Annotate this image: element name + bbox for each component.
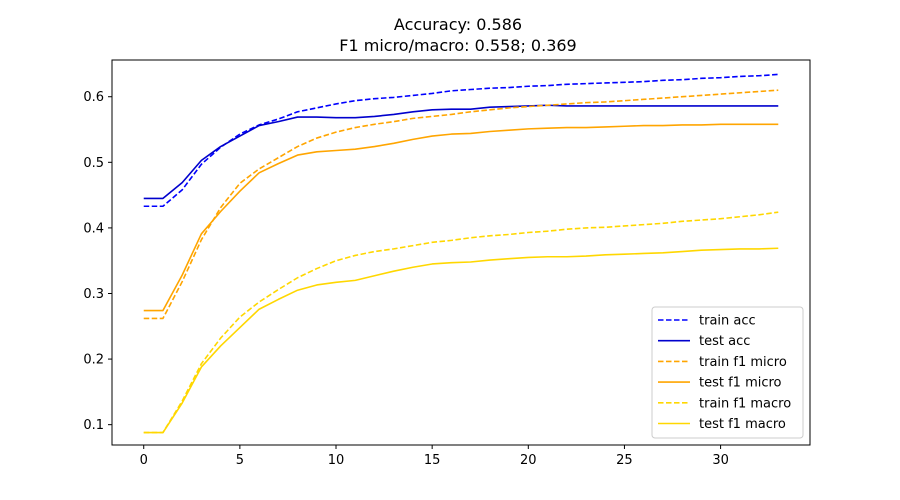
y-tick-label: 0.4 xyxy=(83,221,104,236)
y-tick-label: 0.6 xyxy=(83,90,104,105)
legend-label: train acc xyxy=(699,314,756,329)
legend-box xyxy=(651,306,804,439)
legend-label: train f1 macro xyxy=(699,396,791,411)
x-tick-label: 30 xyxy=(712,453,729,468)
series-line-train-f1-macro xyxy=(143,211,779,434)
legend-items: train acc test acc train f1 micro test f1 m… xyxy=(658,314,791,432)
series-line-test-f1-micro xyxy=(143,123,779,312)
series-line-test-acc xyxy=(143,104,779,200)
x-tick-label: 20 xyxy=(520,453,537,468)
chart-subtitle: F1 micro/macro: 0.558; 0.369 xyxy=(339,36,576,55)
series-line-train-f1-micro xyxy=(143,89,779,320)
legend-label: test f1 macro xyxy=(699,417,786,432)
series-line-train-acc xyxy=(143,73,779,208)
legend-label: test f1 micro xyxy=(699,376,782,391)
x-tick-label: 5 xyxy=(236,453,244,468)
legend-label: test acc xyxy=(699,334,750,349)
legend-label: train f1 micro xyxy=(699,355,787,370)
series-line-test-f1-macro xyxy=(143,247,779,434)
x-tick-label: 15 xyxy=(424,453,441,468)
y-tick-label: 0.2 xyxy=(83,353,104,368)
plot-frame xyxy=(111,59,811,446)
legend: train acc test acc train f1 micro test f1 m… xyxy=(651,306,804,439)
x-tick-label: 0 xyxy=(140,453,148,468)
y-tick-label: 0.1 xyxy=(83,418,104,433)
chart-title: Accuracy: 0.586 xyxy=(394,15,522,34)
x-tick-label: 10 xyxy=(328,453,345,468)
y-tick-label: 0.3 xyxy=(83,287,104,302)
y-tick-label: 0.5 xyxy=(83,156,104,171)
plot-axes: 0 5 10 15 20 25 30 0.1 0.2 0.3 0.4 0.5 0.6 xyxy=(83,59,811,468)
x-axis: 0 5 10 15 20 25 30 xyxy=(140,445,729,468)
series-lines xyxy=(143,73,779,434)
y-axis: 0.1 0.2 0.3 0.4 0.5 0.6 xyxy=(83,90,112,433)
x-tick-label: 25 xyxy=(616,453,633,468)
